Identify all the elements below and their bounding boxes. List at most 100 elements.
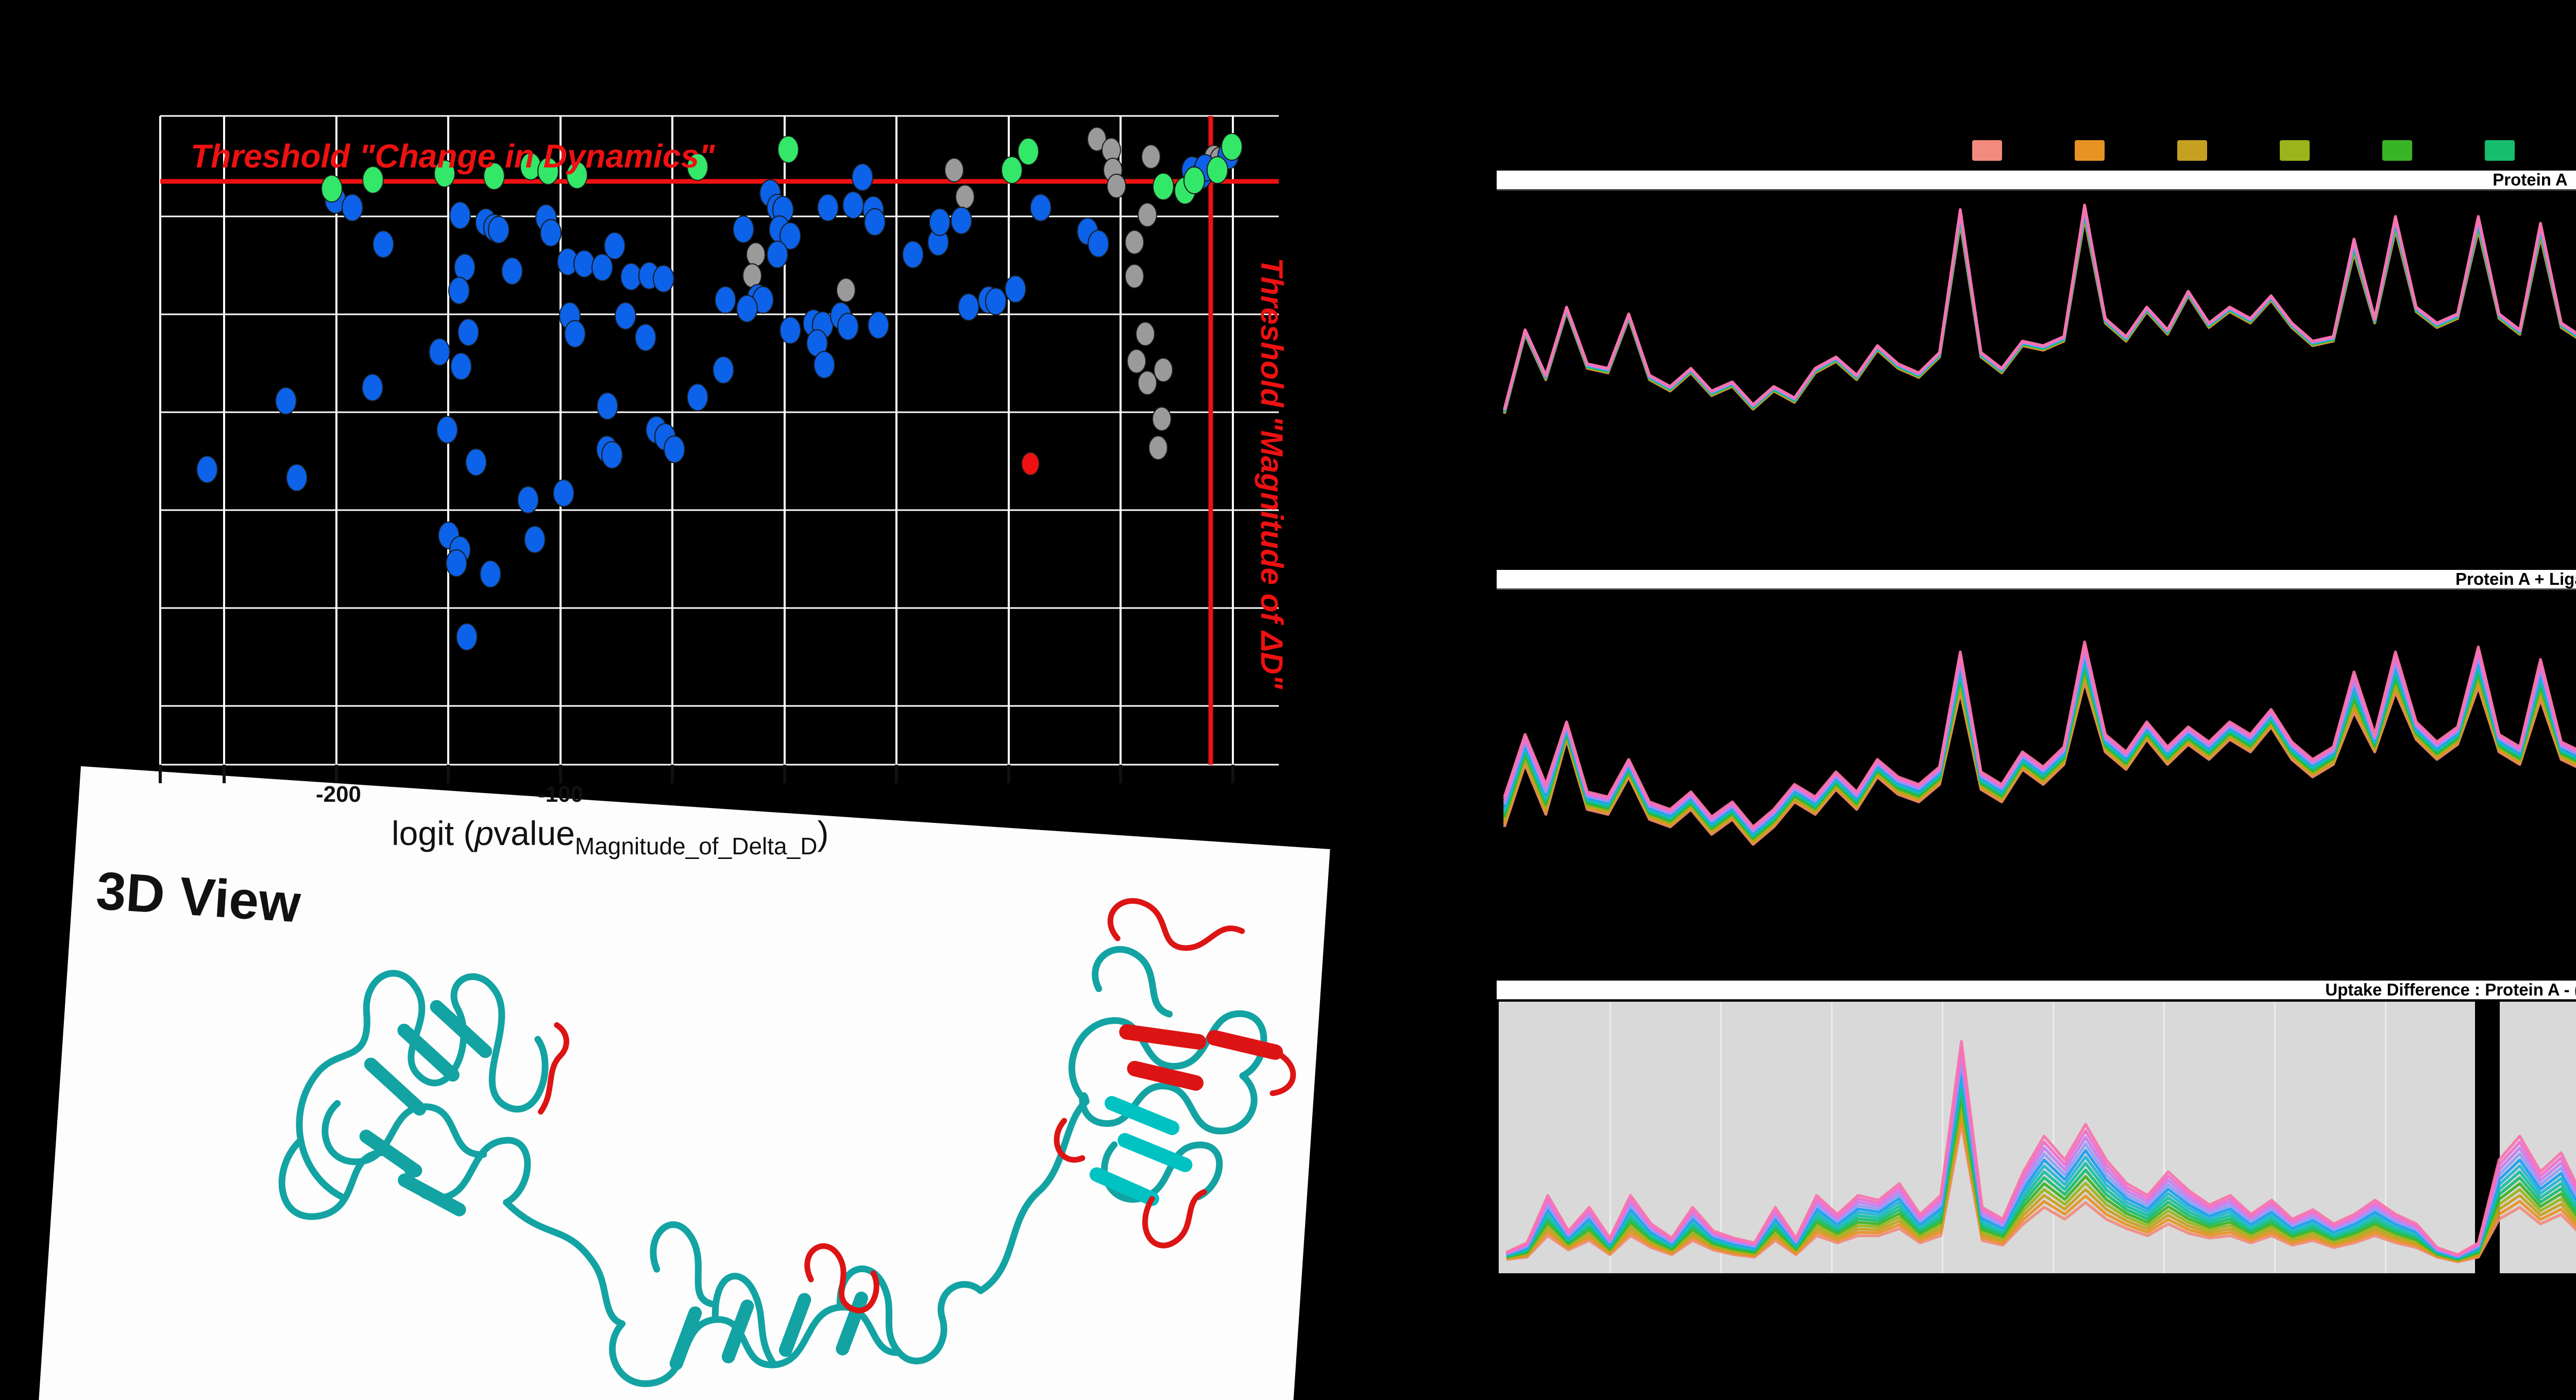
- scatter-point[interactable]: [1191, 161, 1212, 189]
- scatter-point[interactable]: [752, 286, 774, 314]
- scatter-point[interactable]: [436, 416, 458, 444]
- scatter-point[interactable]: [1030, 194, 1052, 222]
- scatter-point[interactable]: [653, 265, 674, 293]
- legend-dash[interactable]: [2280, 140, 2310, 161]
- scatter-point[interactable]: [767, 241, 788, 268]
- scatter-point[interactable]: [929, 208, 951, 236]
- scatter-point[interactable]: [559, 302, 581, 330]
- scatter-point[interactable]: [591, 254, 613, 281]
- scatter-point[interactable]: [1125, 264, 1144, 289]
- scatter-point[interactable]: [1087, 127, 1107, 151]
- scatter-point[interactable]: [687, 153, 708, 181]
- scatter-point[interactable]: [1154, 358, 1173, 382]
- scatter-point[interactable]: [535, 204, 557, 232]
- scatter-point[interactable]: [862, 196, 884, 224]
- scatter-point[interactable]: [803, 309, 824, 337]
- scatter-point[interactable]: [321, 175, 343, 203]
- legend-dash[interactable]: [2485, 140, 2515, 161]
- scatter-point[interactable]: [325, 186, 346, 214]
- scatter-point[interactable]: [465, 448, 487, 476]
- scatter-point[interactable]: [573, 250, 595, 278]
- scatter-point[interactable]: [342, 194, 363, 222]
- scatter-point[interactable]: [450, 352, 472, 380]
- scatter-point[interactable]: [1183, 166, 1205, 194]
- scatter-point[interactable]: [540, 219, 562, 247]
- scatter-point[interactable]: [446, 549, 467, 577]
- scatter-point[interactable]: [836, 278, 856, 302]
- scatter-point[interactable]: [475, 208, 497, 236]
- scatter-point[interactable]: [596, 435, 618, 463]
- scatter-point[interactable]: [1138, 203, 1157, 227]
- scatter-point[interactable]: [1127, 349, 1146, 374]
- scatter-point[interactable]: [537, 157, 559, 185]
- scatter-point[interactable]: [480, 560, 501, 588]
- scatter-point[interactable]: [501, 257, 523, 285]
- scatter-point[interactable]: [449, 536, 471, 564]
- scatter-point[interactable]: [362, 166, 384, 194]
- scatter-point[interactable]: [1148, 435, 1168, 460]
- scatter-point[interactable]: [951, 207, 972, 234]
- scatter-point[interactable]: [454, 254, 476, 281]
- scatter-point[interactable]: [1103, 158, 1123, 182]
- scatter-point[interactable]: [488, 216, 510, 244]
- scatter-point[interactable]: [372, 230, 394, 258]
- 3d-view-panel[interactable]: 3D View: [26, 766, 1330, 1400]
- scatter-point[interactable]: [779, 222, 801, 250]
- legend-dash[interactable]: [1972, 140, 2002, 161]
- scatter-point[interactable]: [1001, 156, 1023, 184]
- scatter-point[interactable]: [597, 392, 618, 420]
- scatter-point[interactable]: [736, 295, 758, 323]
- scatter-point[interactable]: [566, 161, 588, 189]
- scatter-point[interactable]: [1136, 322, 1155, 346]
- legend-dash[interactable]: [2382, 140, 2412, 161]
- scatter-point[interactable]: [742, 263, 762, 288]
- scatter-point[interactable]: [1088, 230, 1109, 258]
- scatter-point[interactable]: [687, 383, 708, 411]
- scatter-point[interactable]: [1174, 177, 1196, 205]
- scatter-point[interactable]: [769, 215, 790, 243]
- scatter-point[interactable]: [1005, 275, 1026, 303]
- scatter-point[interactable]: [1021, 452, 1040, 476]
- scatter-point[interactable]: [779, 316, 801, 344]
- scatter-point[interactable]: [746, 242, 766, 267]
- scatter-point[interactable]: [777, 136, 799, 163]
- scatter-point[interactable]: [715, 286, 736, 314]
- scatter-point[interactable]: [814, 351, 835, 379]
- scatter-point[interactable]: [601, 441, 623, 469]
- scatter-point[interactable]: [1141, 144, 1161, 169]
- scatter-point[interactable]: [620, 263, 642, 291]
- scatter-point[interactable]: [955, 184, 975, 209]
- scatter-point[interactable]: [1181, 156, 1203, 184]
- scatter-point[interactable]: [456, 623, 478, 651]
- scatter-point[interactable]: [806, 329, 828, 357]
- scatter-point[interactable]: [1207, 156, 1228, 184]
- scatter-point[interactable]: [1194, 154, 1216, 182]
- legend-dash[interactable]: [2075, 140, 2105, 161]
- scatter-point[interactable]: [664, 435, 685, 463]
- scatter-point[interactable]: [944, 158, 964, 182]
- scatter-point[interactable]: [429, 338, 450, 366]
- scatter-point[interactable]: [557, 248, 579, 276]
- scatter-point[interactable]: [1204, 145, 1224, 170]
- scatter-point[interactable]: [457, 318, 479, 346]
- scatter-point[interactable]: [759, 179, 781, 207]
- scatter-point[interactable]: [1217, 142, 1239, 170]
- scatter-point[interactable]: [654, 423, 676, 451]
- scatter-point[interactable]: [564, 320, 586, 348]
- scatter-point[interactable]: [830, 302, 852, 330]
- scatter-point[interactable]: [524, 526, 546, 553]
- scatter-point[interactable]: [434, 160, 455, 188]
- scatter-point[interactable]: [1221, 133, 1243, 161]
- scatter-point[interactable]: [842, 191, 864, 219]
- scatter-point[interactable]: [1138, 370, 1157, 395]
- scatter-point[interactable]: [837, 313, 859, 341]
- scatter-point[interactable]: [646, 416, 667, 444]
- scatter-point[interactable]: [520, 153, 541, 180]
- scatter-point[interactable]: [483, 162, 505, 190]
- scatter-point[interactable]: [196, 456, 218, 483]
- scatter-point[interactable]: [362, 374, 383, 401]
- scatter-point[interactable]: [1101, 138, 1121, 162]
- scatter-point[interactable]: [747, 284, 769, 312]
- scatter-point[interactable]: [638, 262, 660, 290]
- scatter-point[interactable]: [902, 241, 924, 268]
